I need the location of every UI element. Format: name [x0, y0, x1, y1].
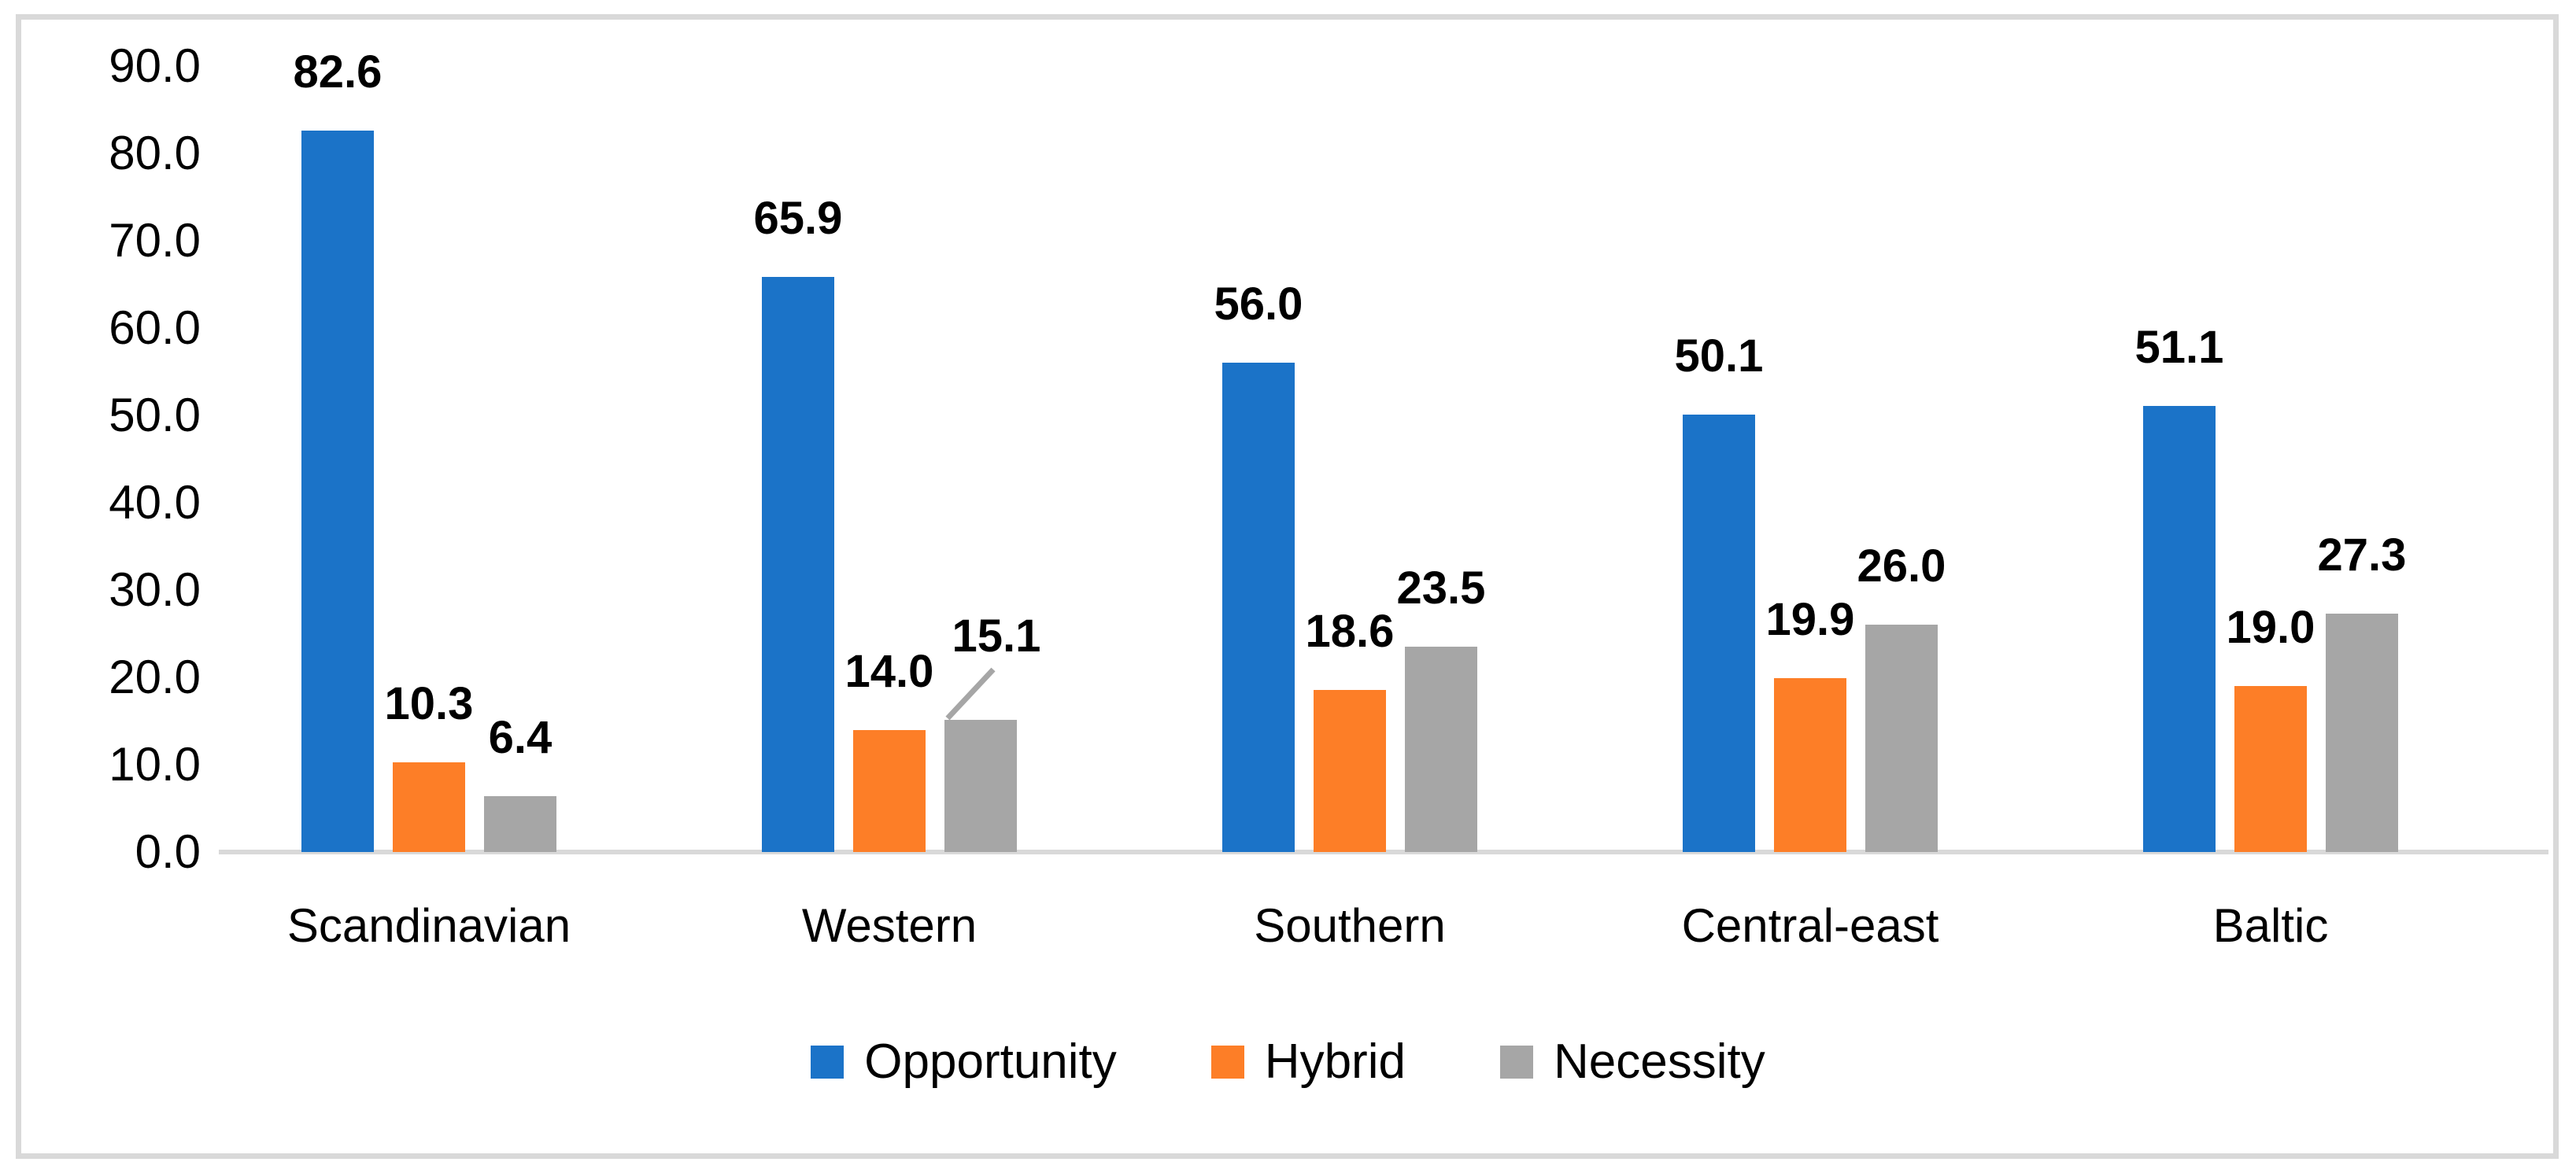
bar-necessity-western	[944, 720, 1017, 852]
legend-item-necessity: Necessity	[1499, 1035, 1765, 1090]
legend-item-opportunity: Opportunity	[811, 1035, 1117, 1090]
bar-opportunity-scandinavian	[301, 131, 374, 852]
bar-opportunity-baltic	[2143, 406, 2216, 852]
y-axis-tick-label: 50.0	[109, 389, 201, 441]
value-label-hybrid-western: 14.0	[844, 646, 934, 697]
bar-hybrid-baltic	[2234, 686, 2307, 852]
x-axis-line	[219, 850, 2548, 854]
legend-item-hybrid: Hybrid	[1210, 1035, 1406, 1090]
value-label-hybrid-southern: 18.6	[1305, 606, 1395, 657]
y-axis-tick-label: 70.0	[109, 214, 201, 267]
y-axis-tick-label: 80.0	[109, 127, 201, 179]
value-label-necessity-central-east: 26.0	[1857, 540, 1946, 592]
value-label-opportunity-baltic: 51.1	[2134, 322, 2224, 373]
legend-label-opportunity: Opportunity	[864, 1035, 1117, 1089]
legend-label-hybrid: Hybrid	[1264, 1035, 1406, 1089]
legend-swatch-opportunity	[811, 1046, 844, 1079]
y-axis-tick-label: 40.0	[109, 476, 201, 529]
bar-hybrid-scandinavian	[393, 762, 465, 852]
chart-legend: Opportunity Hybrid Necessity	[0, 1035, 2576, 1090]
bar-opportunity-central-east	[1683, 415, 1755, 852]
y-axis-tick-label: 30.0	[109, 563, 201, 616]
category-label-western: Western	[801, 899, 978, 952]
value-label-necessity-scandinavian: 6.4	[488, 712, 553, 763]
bar-hybrid-southern	[1314, 690, 1386, 852]
bar-necessity-baltic	[2326, 614, 2398, 852]
legend-swatch-necessity	[1499, 1046, 1533, 1079]
y-axis-tick-label: 0.0	[135, 825, 201, 878]
value-label-hybrid-scandinavian: 10.3	[384, 678, 474, 729]
y-axis-tick-label: 90.0	[109, 39, 201, 92]
bar-necessity-southern	[1405, 647, 1477, 852]
value-label-necessity-baltic: 27.3	[2317, 529, 2407, 581]
category-label-central-east: Central-east	[1681, 899, 1939, 952]
category-label-southern: Southern	[1254, 899, 1446, 952]
bar-hybrid-central-east	[1774, 678, 1846, 852]
y-axis-tick-label: 20.0	[109, 651, 201, 703]
value-label-opportunity-western: 65.9	[753, 193, 843, 244]
bar-necessity-scandinavian	[484, 796, 556, 852]
value-label-necessity-western: 15.1	[952, 610, 1041, 662]
y-axis-tick-label: 60.0	[109, 301, 201, 354]
bar-opportunity-southern	[1222, 363, 1295, 852]
category-label-baltic: Baltic	[2212, 899, 2329, 952]
value-label-opportunity-scandinavian: 82.6	[293, 46, 383, 98]
bar-opportunity-western	[762, 277, 834, 852]
y-axis-tick-label: 10.0	[109, 738, 201, 791]
legend-swatch-hybrid	[1210, 1046, 1244, 1079]
bar-hybrid-western	[853, 730, 926, 852]
category-label-scandinavian: Scandinavian	[286, 899, 571, 952]
legend-label-necessity: Necessity	[1553, 1035, 1765, 1089]
value-label-hybrid-baltic: 19.0	[2226, 602, 2315, 653]
value-label-hybrid-central-east: 19.9	[1765, 594, 1855, 645]
value-label-opportunity-southern: 56.0	[1214, 278, 1303, 330]
value-label-opportunity-central-east: 50.1	[1674, 330, 1764, 382]
value-label-necessity-southern: 23.5	[1396, 563, 1486, 614]
bar-necessity-central-east	[1865, 625, 1938, 852]
